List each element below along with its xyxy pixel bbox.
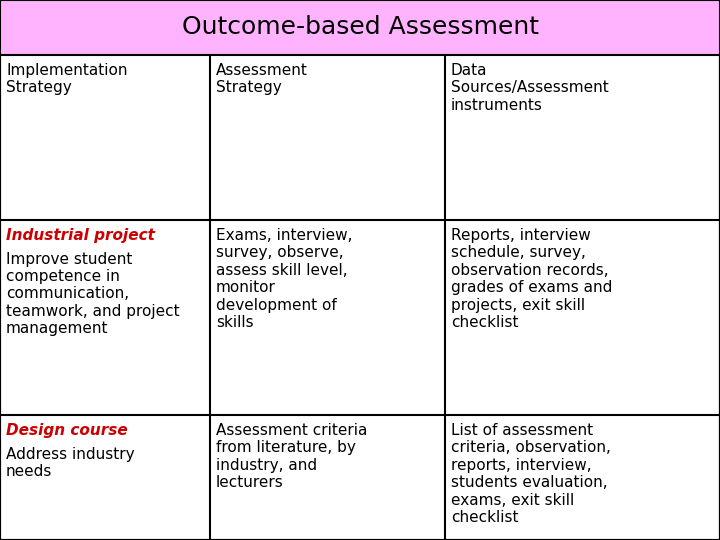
Text: Design course: Design course bbox=[6, 423, 127, 438]
Text: Implementation
Strategy: Implementation Strategy bbox=[6, 63, 127, 96]
Text: Reports, interview
schedule, survey,
observation records,
grades of exams and
pr: Reports, interview schedule, survey, obs… bbox=[451, 228, 613, 330]
Text: Industrial project: Industrial project bbox=[6, 228, 155, 243]
Text: Assessment
Strategy: Assessment Strategy bbox=[216, 63, 308, 96]
Text: Assessment criteria
from literature, by
industry, and
lecturers: Assessment criteria from literature, by … bbox=[216, 423, 367, 490]
Bar bbox=[0, 0, 720, 55]
Text: Improve student
competence in
communication,
teamwork, and project
management: Improve student competence in communicat… bbox=[6, 252, 179, 336]
Text: Address industry
needs: Address industry needs bbox=[6, 447, 135, 479]
Text: List of assessment
criteria, observation,
reports, interview,
students evaluatio: List of assessment criteria, observation… bbox=[451, 423, 611, 525]
Text: Exams, interview,
survey, observe,
assess skill level,
monitor
development of
sk: Exams, interview, survey, observe, asses… bbox=[216, 228, 353, 330]
Bar bbox=[0, 55, 720, 540]
Text: Data
Sources/Assessment
instruments: Data Sources/Assessment instruments bbox=[451, 63, 608, 113]
Text: Outcome-based Assessment: Outcome-based Assessment bbox=[181, 16, 539, 39]
